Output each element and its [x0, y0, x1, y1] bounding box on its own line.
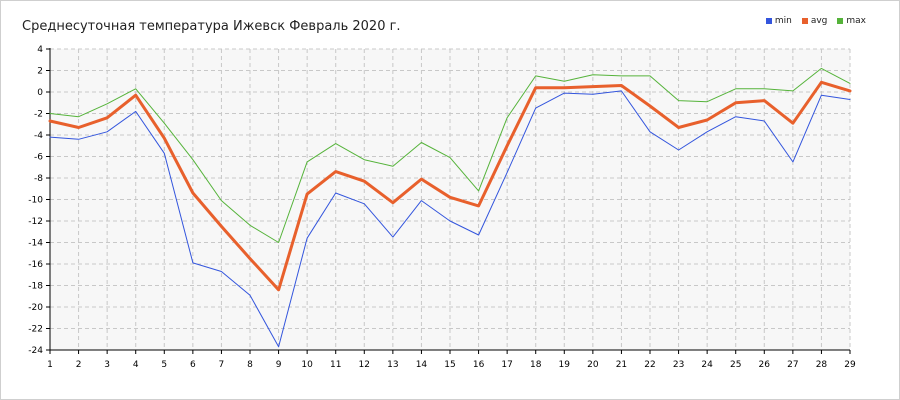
x-tick-label: 29	[844, 360, 856, 370]
y-tick-label: -24	[28, 346, 43, 356]
y-tick-label: 2	[37, 67, 43, 77]
x-tick-label: 8	[247, 360, 253, 370]
x-tick-label: 20	[587, 360, 599, 370]
y-tick-label: -20	[28, 303, 43, 313]
x-tick-label: 27	[787, 360, 798, 370]
x-tick-label: 23	[673, 360, 684, 370]
x-tick-label: 18	[530, 360, 542, 370]
x-tick-label: 26	[759, 360, 771, 370]
x-tick-label: 6	[190, 360, 196, 370]
y-tick-label: -12	[28, 217, 43, 227]
series-line-min	[49, 90, 851, 348]
x-tick-label: 21	[616, 360, 627, 370]
x-tick-label: 5	[161, 360, 167, 370]
x-tick-label: 12	[359, 360, 370, 370]
legend-item-avg: avg	[801, 16, 828, 26]
y-tick-label: -14	[28, 239, 43, 249]
legend-item-min: min	[765, 16, 792, 26]
y-tick-label: -18	[28, 282, 43, 292]
y-tick-label: -16	[28, 260, 43, 270]
chart-title: Среднесуточная температура Ижевск Феврал…	[22, 19, 401, 34]
series-line-avg	[48, 80, 852, 292]
legend-swatch-avg	[801, 18, 808, 24]
y-tick-label: -4	[34, 131, 43, 141]
x-tick-label: 10	[301, 360, 313, 370]
x-tick-label: 3	[104, 360, 110, 370]
series-line-max	[49, 67, 851, 243]
x-tick-label: 19	[559, 360, 571, 370]
x-tick-label: 11	[330, 360, 341, 370]
x-tick-label: 25	[730, 360, 741, 370]
x-tick-label: 24	[701, 360, 713, 370]
x-tick-label: 22	[644, 360, 655, 370]
x-tick-label: 13	[387, 360, 398, 370]
x-tick-label: 17	[501, 360, 512, 370]
y-tick-label: -6	[34, 153, 43, 163]
legend-label-avg: avg	[810, 16, 828, 26]
y-tick-label: -22	[28, 325, 43, 335]
legend-label-min: min	[774, 16, 792, 26]
y-tick-label: -10	[28, 196, 43, 206]
y-tick-label: -2	[34, 110, 43, 120]
x-tick-label: 15	[444, 360, 455, 370]
x-tick-label: 2	[76, 360, 82, 370]
legend-label-max: max	[846, 16, 866, 26]
y-tick-label: 0	[37, 88, 43, 98]
x-tick-label: 1	[47, 360, 53, 370]
y-tick-label: 4	[37, 45, 43, 55]
x-tick-label: 14	[416, 360, 428, 370]
x-tick-label: 4	[133, 360, 139, 370]
x-tick-label: 9	[276, 360, 282, 370]
legend-item-max: max	[837, 16, 866, 26]
legend: min avg max	[765, 16, 866, 26]
x-tick-label: 7	[219, 360, 225, 370]
x-tick-label: 16	[473, 360, 485, 370]
legend-swatch-min	[765, 18, 772, 24]
legend-swatch-max	[837, 18, 844, 24]
y-tick-label: -8	[34, 174, 43, 184]
x-tick-label: 28	[816, 360, 828, 370]
